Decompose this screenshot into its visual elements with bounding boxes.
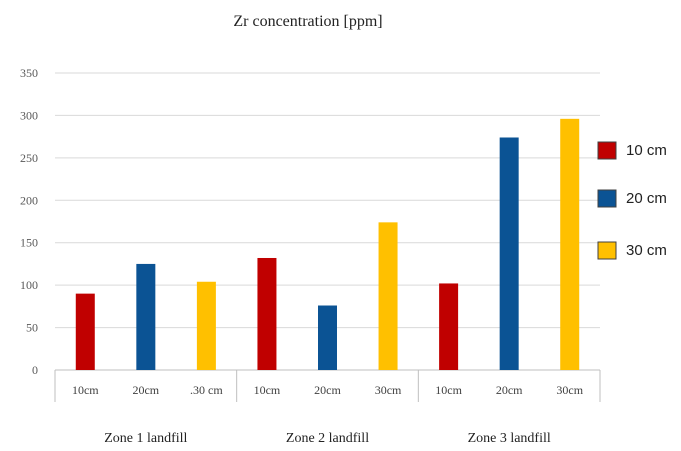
bar xyxy=(499,137,519,370)
bar xyxy=(136,263,156,370)
bar xyxy=(257,257,277,370)
x-tick-label: 20cm xyxy=(314,383,341,397)
y-tick-label: 250 xyxy=(20,151,38,165)
x-tick-label: 20cm xyxy=(132,383,159,397)
legend: 10 cm 20 cm 30 cm xyxy=(597,141,667,260)
bar xyxy=(75,293,95,370)
legend-swatch xyxy=(597,141,617,160)
y-tick-label: 350 xyxy=(20,66,38,80)
x-tick-label: 20cm xyxy=(496,383,523,397)
x-tick-label: 30cm xyxy=(375,383,402,397)
y-tick-label: 50 xyxy=(26,321,38,335)
legend-swatch xyxy=(597,241,617,260)
group-label: Zone 3 landfill xyxy=(468,431,551,446)
x-tick-label: .30 cm xyxy=(190,383,223,397)
y-axis-ticks: 0 50 100 150 200 250 300 350 xyxy=(20,66,38,377)
x-tick-label: 10cm xyxy=(435,383,462,397)
y-tick-label: 0 xyxy=(32,363,38,377)
bars xyxy=(75,118,580,370)
bar xyxy=(196,281,216,370)
chart-title: Zr concentration [ppm] xyxy=(233,13,382,30)
legend-label: 30 cm xyxy=(626,242,667,259)
bar xyxy=(378,222,398,370)
y-tick-label: 150 xyxy=(20,236,38,250)
y-tick-label: 200 xyxy=(20,193,38,207)
y-tick-label: 100 xyxy=(20,278,38,292)
x-axis: 10cm 20cm .30 cm Zone 1 landfill 10cm 20cm 30c… xyxy=(54,370,601,446)
bar xyxy=(439,283,459,370)
x-tick-label: 30cm xyxy=(556,383,583,397)
legend-label: 20 cm xyxy=(626,190,667,207)
x-tick-label: 10cm xyxy=(72,383,99,397)
legend-label: 10 cm xyxy=(626,142,667,159)
y-tick-label: 300 xyxy=(20,108,38,122)
group-label: Zone 1 landfill xyxy=(104,431,187,446)
bar xyxy=(560,118,580,370)
x-tick-label: 10cm xyxy=(254,383,281,397)
bar xyxy=(318,305,337,370)
legend-swatch xyxy=(597,189,617,208)
group-label: Zone 2 landfill xyxy=(286,431,369,446)
